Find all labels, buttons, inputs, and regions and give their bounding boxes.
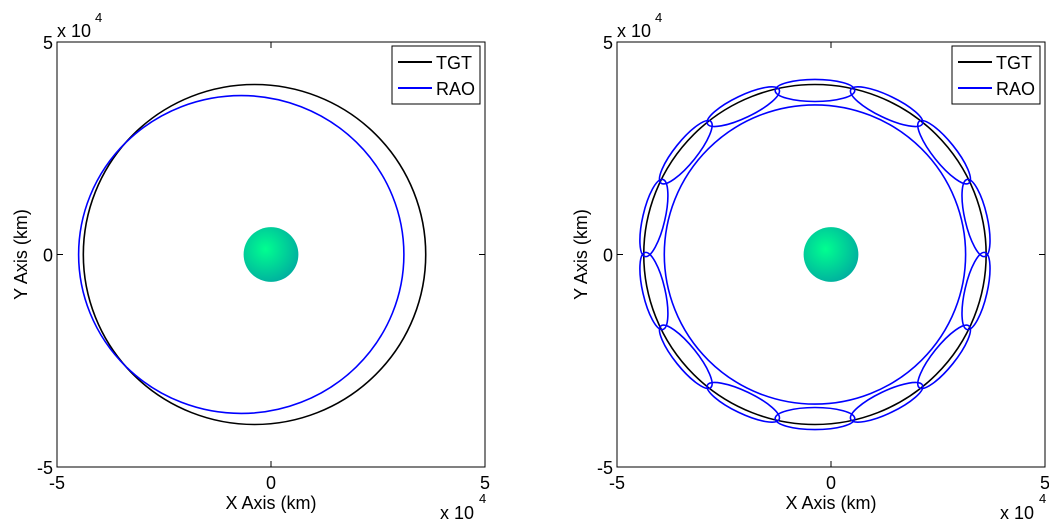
- orbit-curve: [775, 408, 855, 430]
- orbit-curve: [634, 177, 673, 259]
- y-tick-label: -5: [597, 458, 613, 478]
- y-tick-label: 0: [43, 246, 53, 266]
- legend: TGT RAO: [951, 45, 1041, 105]
- orbit-curve: [956, 177, 995, 259]
- axes: -5 0 5 -5 0 5 X Axis (km) Y Axis (km) x 10 4 x 10 4…: [571, 10, 1049, 523]
- orbit-curve: [79, 96, 404, 414]
- legend-label: TGT: [436, 53, 472, 73]
- y-exponent: x 10: [57, 21, 91, 41]
- legend-label: RAO: [436, 79, 475, 99]
- y-exponent-power: 4: [655, 10, 662, 25]
- y-axis-label: Y Axis (km): [11, 209, 31, 300]
- orbit-curve: [703, 375, 784, 429]
- axes: -5 0 5 -5 0 5 X Axis (km) Y Axis (km) x 10 4 x 10 4…: [11, 10, 490, 523]
- orbit-curve: [703, 80, 784, 134]
- orbit-curve: [911, 114, 978, 190]
- legend-label: RAO: [996, 79, 1035, 99]
- x-tick-label: 0: [266, 473, 276, 493]
- orbit-curve: [652, 319, 719, 395]
- y-tick-label: 0: [603, 246, 613, 266]
- central-body: [803, 227, 859, 282]
- y-exponent: x 10: [617, 21, 651, 41]
- legend-label: TGT: [996, 53, 1032, 73]
- legend-box: [951, 45, 1041, 105]
- central-body: [243, 227, 299, 282]
- orbit-curve: [652, 114, 719, 190]
- orbit-curve: [644, 85, 986, 425]
- x-exponent-power: 4: [1039, 491, 1046, 506]
- x-tick-label: 5: [480, 473, 490, 493]
- orbit-curve: [634, 250, 673, 332]
- y-axis-label: Y Axis (km): [571, 209, 591, 300]
- x-tick-label: 5: [1040, 473, 1049, 493]
- x-exponent-power: 4: [479, 491, 486, 506]
- y-tick-label: 5: [603, 33, 613, 53]
- legend-box: [391, 45, 481, 105]
- orbit-curve: [664, 105, 965, 404]
- plot: [79, 85, 426, 425]
- orbit-curve: [846, 80, 927, 134]
- x-exponent: x 10: [440, 503, 474, 523]
- legend: TGT RAO: [391, 45, 481, 105]
- x-axis-label: X Axis (km): [225, 493, 316, 513]
- orbit-curve: [846, 375, 927, 429]
- x-axis-label: X Axis (km): [785, 493, 876, 513]
- orbit-curve: [956, 250, 995, 332]
- y-tick-label: 5: [43, 33, 53, 53]
- orbit-curve: [911, 319, 978, 395]
- y-tick-label: -5: [37, 458, 53, 478]
- x-exponent: x 10: [1000, 503, 1034, 523]
- y-exponent-power: 4: [95, 10, 102, 25]
- plot: [634, 79, 996, 429]
- x-tick-label: -5: [609, 473, 625, 493]
- x-tick-label: 0: [826, 473, 836, 493]
- x-tick-label: -5: [49, 473, 65, 493]
- orbit-curve: [775, 79, 855, 101]
- orbit-curve: [83, 85, 425, 425]
